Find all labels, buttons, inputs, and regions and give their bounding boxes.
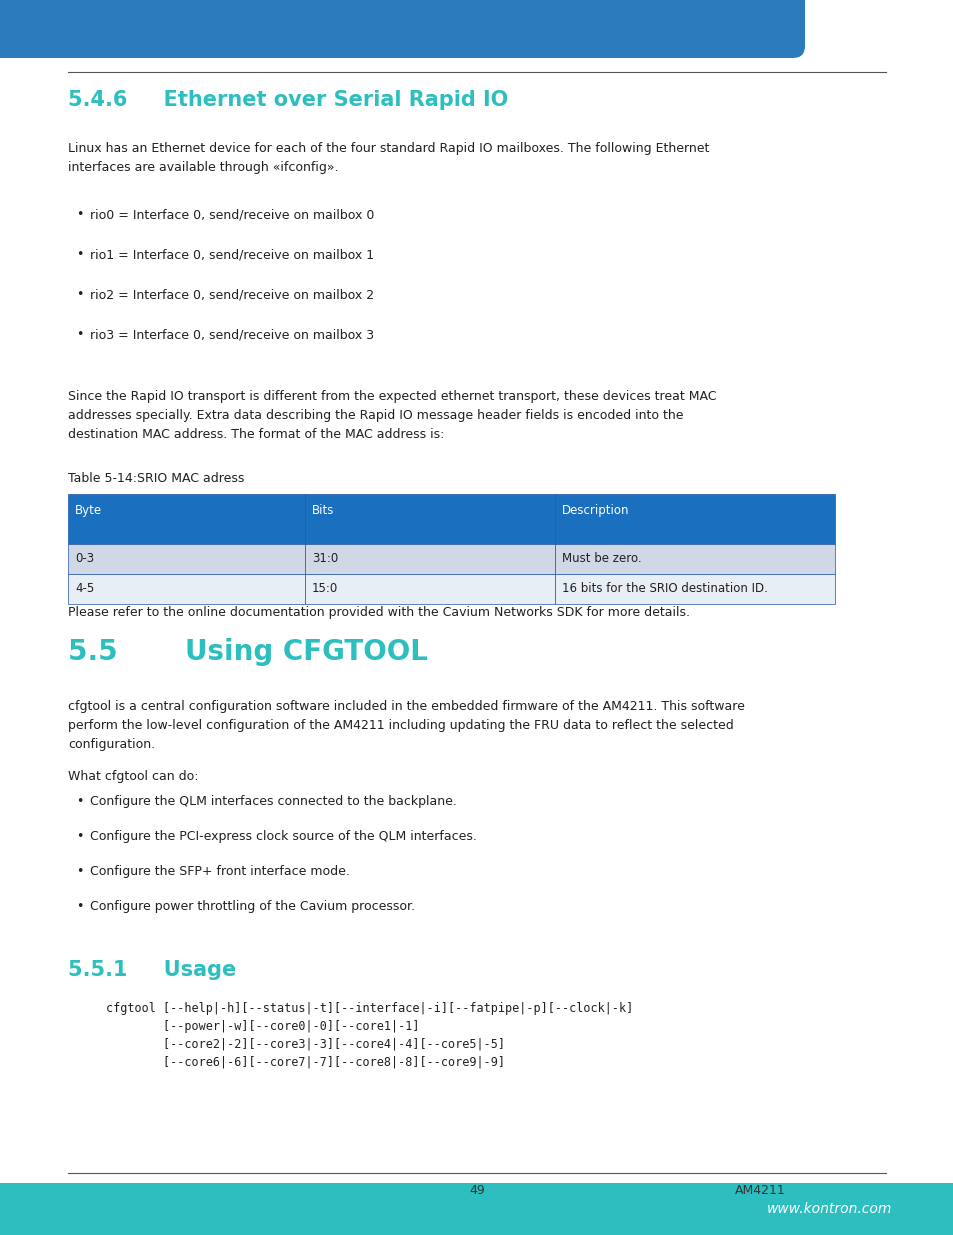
Text: www.kontron.com: www.kontron.com [766, 1202, 892, 1216]
Bar [555, 543, 834, 574]
Text: Linux has an Ethernet device for each of the four standard Rapid IO mailboxes. T: Linux has an Ethernet device for each of… [68, 142, 709, 174]
Bar [929, 1183, 953, 1235]
Text: 16 bits for the SRIO destination ID.: 16 bits for the SRIO destination ID. [561, 582, 767, 595]
FancyBboxPatch shape [0, 1183, 953, 1235]
Text: 15:0: 15:0 [312, 582, 338, 595]
Bar [68, 574, 305, 604]
Text: rio3 = Interface 0, send/receive on mailbox 3: rio3 = Interface 0, send/receive on mail… [90, 329, 374, 341]
Text: Configure power throttling of the Cavium processor.: Configure power throttling of the Cavium… [90, 900, 415, 913]
Text: rio1 = Interface 0, send/receive on mailbox 1: rio1 = Interface 0, send/receive on mail… [90, 248, 374, 261]
Bar [0, 1183, 25, 1235]
Text: AM4211: AM4211 [734, 1183, 784, 1197]
Bar [305, 494, 555, 543]
Text: Since the Rapid IO transport is different from the expected ethernet transport, : Since the Rapid IO transport is differen… [68, 390, 716, 441]
Text: 4-5: 4-5 [75, 582, 94, 595]
Bar [305, 543, 555, 574]
Text: Table 5-14:SRIO MAC adress: Table 5-14:SRIO MAC adress [68, 472, 244, 485]
Text: Description: Description [561, 504, 629, 517]
Text: [--power|-w][--core0|-0][--core1|-1]: [--power|-w][--core0|-0][--core1|-1] [106, 1020, 419, 1032]
FancyBboxPatch shape [0, 0, 804, 58]
Text: 5.5       Using CFGTOOL: 5.5 Using CFGTOOL [68, 638, 428, 666]
Text: •: • [76, 900, 83, 913]
Bar [305, 574, 555, 604]
Text: •: • [76, 830, 83, 844]
Text: •: • [76, 288, 83, 301]
Text: [--core6|-6][--core7|-7][--core8|-8][--core9|-9]: [--core6|-6][--core7|-7][--core8|-8][--c… [106, 1056, 504, 1070]
Text: cfgtool [--help|-h][--status|-t][--interface|-i][--fatpipe|-p][--clock|-k]: cfgtool [--help|-h][--status|-t][--inter… [106, 1002, 633, 1015]
Text: •: • [76, 864, 83, 878]
Text: Configure the PCI-express clock source of the QLM interfaces.: Configure the PCI-express clock source o… [90, 830, 476, 844]
Text: •: • [76, 207, 83, 221]
Bar [0, 1215, 953, 1235]
Text: •: • [76, 248, 83, 261]
Bar [555, 574, 834, 604]
Text: Please refer to the online documentation provided with the Cavium Networks SDK f: Please refer to the online documentation… [68, 606, 689, 619]
Text: 31:0: 31:0 [312, 552, 338, 564]
Text: Must be zero.: Must be zero. [561, 552, 641, 564]
Bar [0, 0, 804, 30]
Text: Configure the QLM interfaces connected to the backplane.: Configure the QLM interfaces connected t… [90, 795, 456, 808]
Bar [68, 494, 305, 543]
Text: rio2 = Interface 0, send/receive on mailbox 2: rio2 = Interface 0, send/receive on mail… [90, 288, 374, 301]
Bar [555, 494, 834, 543]
Text: [--core2|-2][--core3|-3][--core4|-4][--core5|-5]: [--core2|-2][--core3|-3][--core4|-4][--c… [106, 1037, 504, 1051]
Text: 5.4.6     Ethernet over Serial Rapid IO: 5.4.6 Ethernet over Serial Rapid IO [68, 90, 508, 110]
Text: What cfgtool can do:: What cfgtool can do: [68, 769, 198, 783]
Text: cfgtool is a central configuration software included in the embedded firmware of: cfgtool is a central configuration softw… [68, 700, 744, 751]
Text: 49: 49 [469, 1183, 484, 1197]
Text: rio0 = Interface 0, send/receive on mailbox 0: rio0 = Interface 0, send/receive on mail… [90, 207, 374, 221]
Bar [0, 0, 30, 58]
Text: •: • [76, 795, 83, 808]
Bar [68, 543, 305, 574]
Text: Byte: Byte [75, 504, 102, 517]
Text: 5.5.1     Usage: 5.5.1 Usage [68, 960, 236, 981]
Text: •: • [76, 329, 83, 341]
Text: 0-3: 0-3 [75, 552, 94, 564]
Text: Bits: Bits [312, 504, 334, 517]
Text: Configure the SFP+ front interface mode.: Configure the SFP+ front interface mode. [90, 864, 350, 878]
